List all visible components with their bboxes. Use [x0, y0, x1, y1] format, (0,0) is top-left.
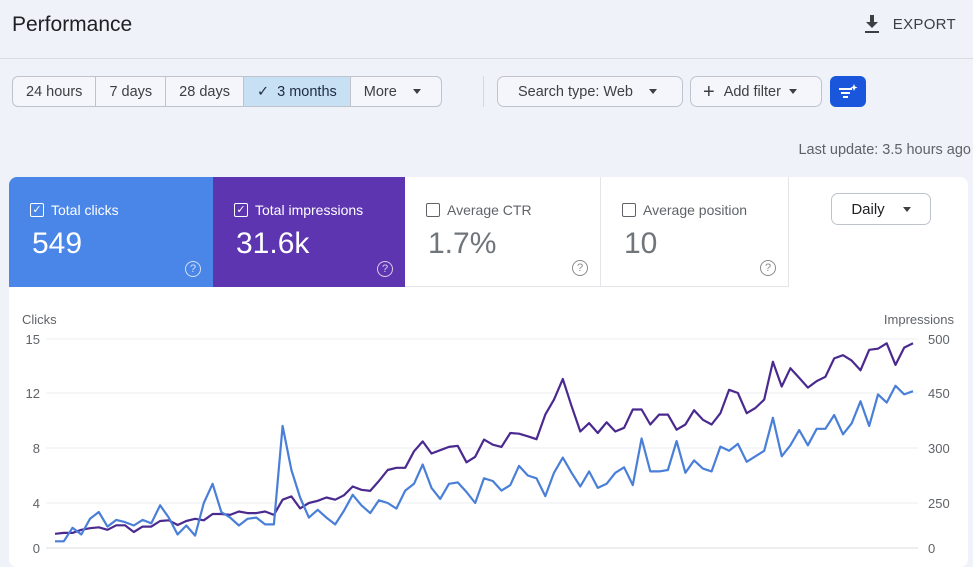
range-label: 3 months — [277, 84, 337, 100]
series-points-clicks — [55, 386, 913, 542]
range-28-days[interactable]: 28 days — [166, 77, 244, 106]
metric-total-clicks[interactable]: ✓ Total clicks 549 ? — [9, 177, 213, 287]
add-filter-button[interactable]: + Add filter — [690, 76, 822, 107]
right-tick-label: 500 — [928, 332, 950, 347]
download-icon — [863, 14, 881, 34]
filter-sparkle-icon — [838, 84, 858, 100]
metric-value: 31.6k — [236, 227, 309, 261]
left-tick-label: 12 — [26, 386, 40, 401]
metric-value: 549 — [32, 227, 82, 261]
range-24-hours[interactable]: 24 hours — [13, 77, 96, 106]
range-3-months[interactable]: ✓ 3 months — [244, 77, 351, 106]
checkbox-unchecked-icon[interactable] — [426, 203, 440, 217]
right-tick-label: 250 — [928, 496, 950, 511]
caret-down-icon — [789, 89, 797, 94]
metric-value: 1.7% — [428, 227, 496, 261]
toolbar-divider — [483, 76, 484, 107]
metric-label: Average CTR — [447, 202, 532, 218]
right-tick-label: 450 — [928, 386, 950, 401]
range-more-dropdown[interactable]: More — [351, 77, 441, 106]
granularity-dropdown[interactable]: Daily — [831, 193, 931, 225]
export-button[interactable]: EXPORT — [863, 14, 956, 34]
series-line-impressions — [55, 343, 913, 534]
checkbox-checked-icon[interactable]: ✓ — [30, 203, 44, 217]
performance-chart: Clicks Impressions 0 0 4 250 8 300 12 450 15 500 — [0, 300, 973, 558]
help-icon[interactable]: ? — [185, 261, 201, 277]
right-tick-label: 300 — [928, 441, 950, 456]
metric-label: Total clicks — [51, 202, 119, 218]
left-tick-label: 15 — [26, 332, 40, 347]
page-title: Performance — [12, 13, 132, 37]
range-label: 24 hours — [26, 84, 82, 100]
checkbox-unchecked-icon[interactable] — [622, 203, 636, 217]
left-tick-label: 0 — [33, 541, 40, 556]
metric-label: Average position — [643, 202, 747, 218]
caret-down-icon — [649, 89, 657, 94]
right-tick-label: 0 — [928, 541, 935, 556]
add-filter-label: Add filter — [724, 84, 781, 100]
range-7-days[interactable]: 7 days — [96, 77, 166, 106]
granularity-label: Daily — [851, 201, 884, 218]
filter-settings-button[interactable] — [830, 76, 866, 107]
help-icon[interactable]: ? — [377, 261, 393, 277]
plus-icon: + — [703, 82, 715, 102]
caret-down-icon — [903, 207, 911, 212]
metric-total-impressions[interactable]: ✓ Total impressions 31.6k ? — [213, 177, 405, 287]
metric-label: Total impressions — [255, 202, 363, 218]
search-type-label: Search type: Web — [518, 84, 633, 100]
help-icon[interactable]: ? — [760, 260, 776, 276]
range-label: 7 days — [109, 84, 152, 100]
header-divider — [0, 58, 973, 59]
left-tick-label: 4 — [33, 496, 40, 511]
search-type-dropdown[interactable]: Search type: Web — [497, 76, 683, 107]
caret-down-icon — [413, 89, 421, 94]
series-line-clicks — [55, 386, 913, 542]
export-label: EXPORT — [893, 16, 956, 33]
metric-average-position[interactable]: Average position 10 ? — [601, 177, 789, 287]
range-label: More — [364, 84, 397, 100]
left-axis-label: Clicks — [22, 312, 57, 327]
help-icon[interactable]: ? — [572, 260, 588, 276]
metric-average-ctr[interactable]: Average CTR 1.7% ? — [405, 177, 601, 287]
check-icon: ✓ — [257, 84, 269, 100]
date-range-selector: 24 hours 7 days 28 days ✓ 3 months More — [12, 76, 442, 107]
right-axis-label: Impressions — [884, 312, 955, 327]
metric-value: 10 — [624, 227, 657, 261]
last-update: Last update: 3.5 hours ago — [798, 142, 971, 158]
range-label: 28 days — [179, 84, 230, 100]
left-tick-label: 8 — [33, 441, 40, 456]
checkbox-checked-icon[interactable]: ✓ — [234, 203, 248, 217]
